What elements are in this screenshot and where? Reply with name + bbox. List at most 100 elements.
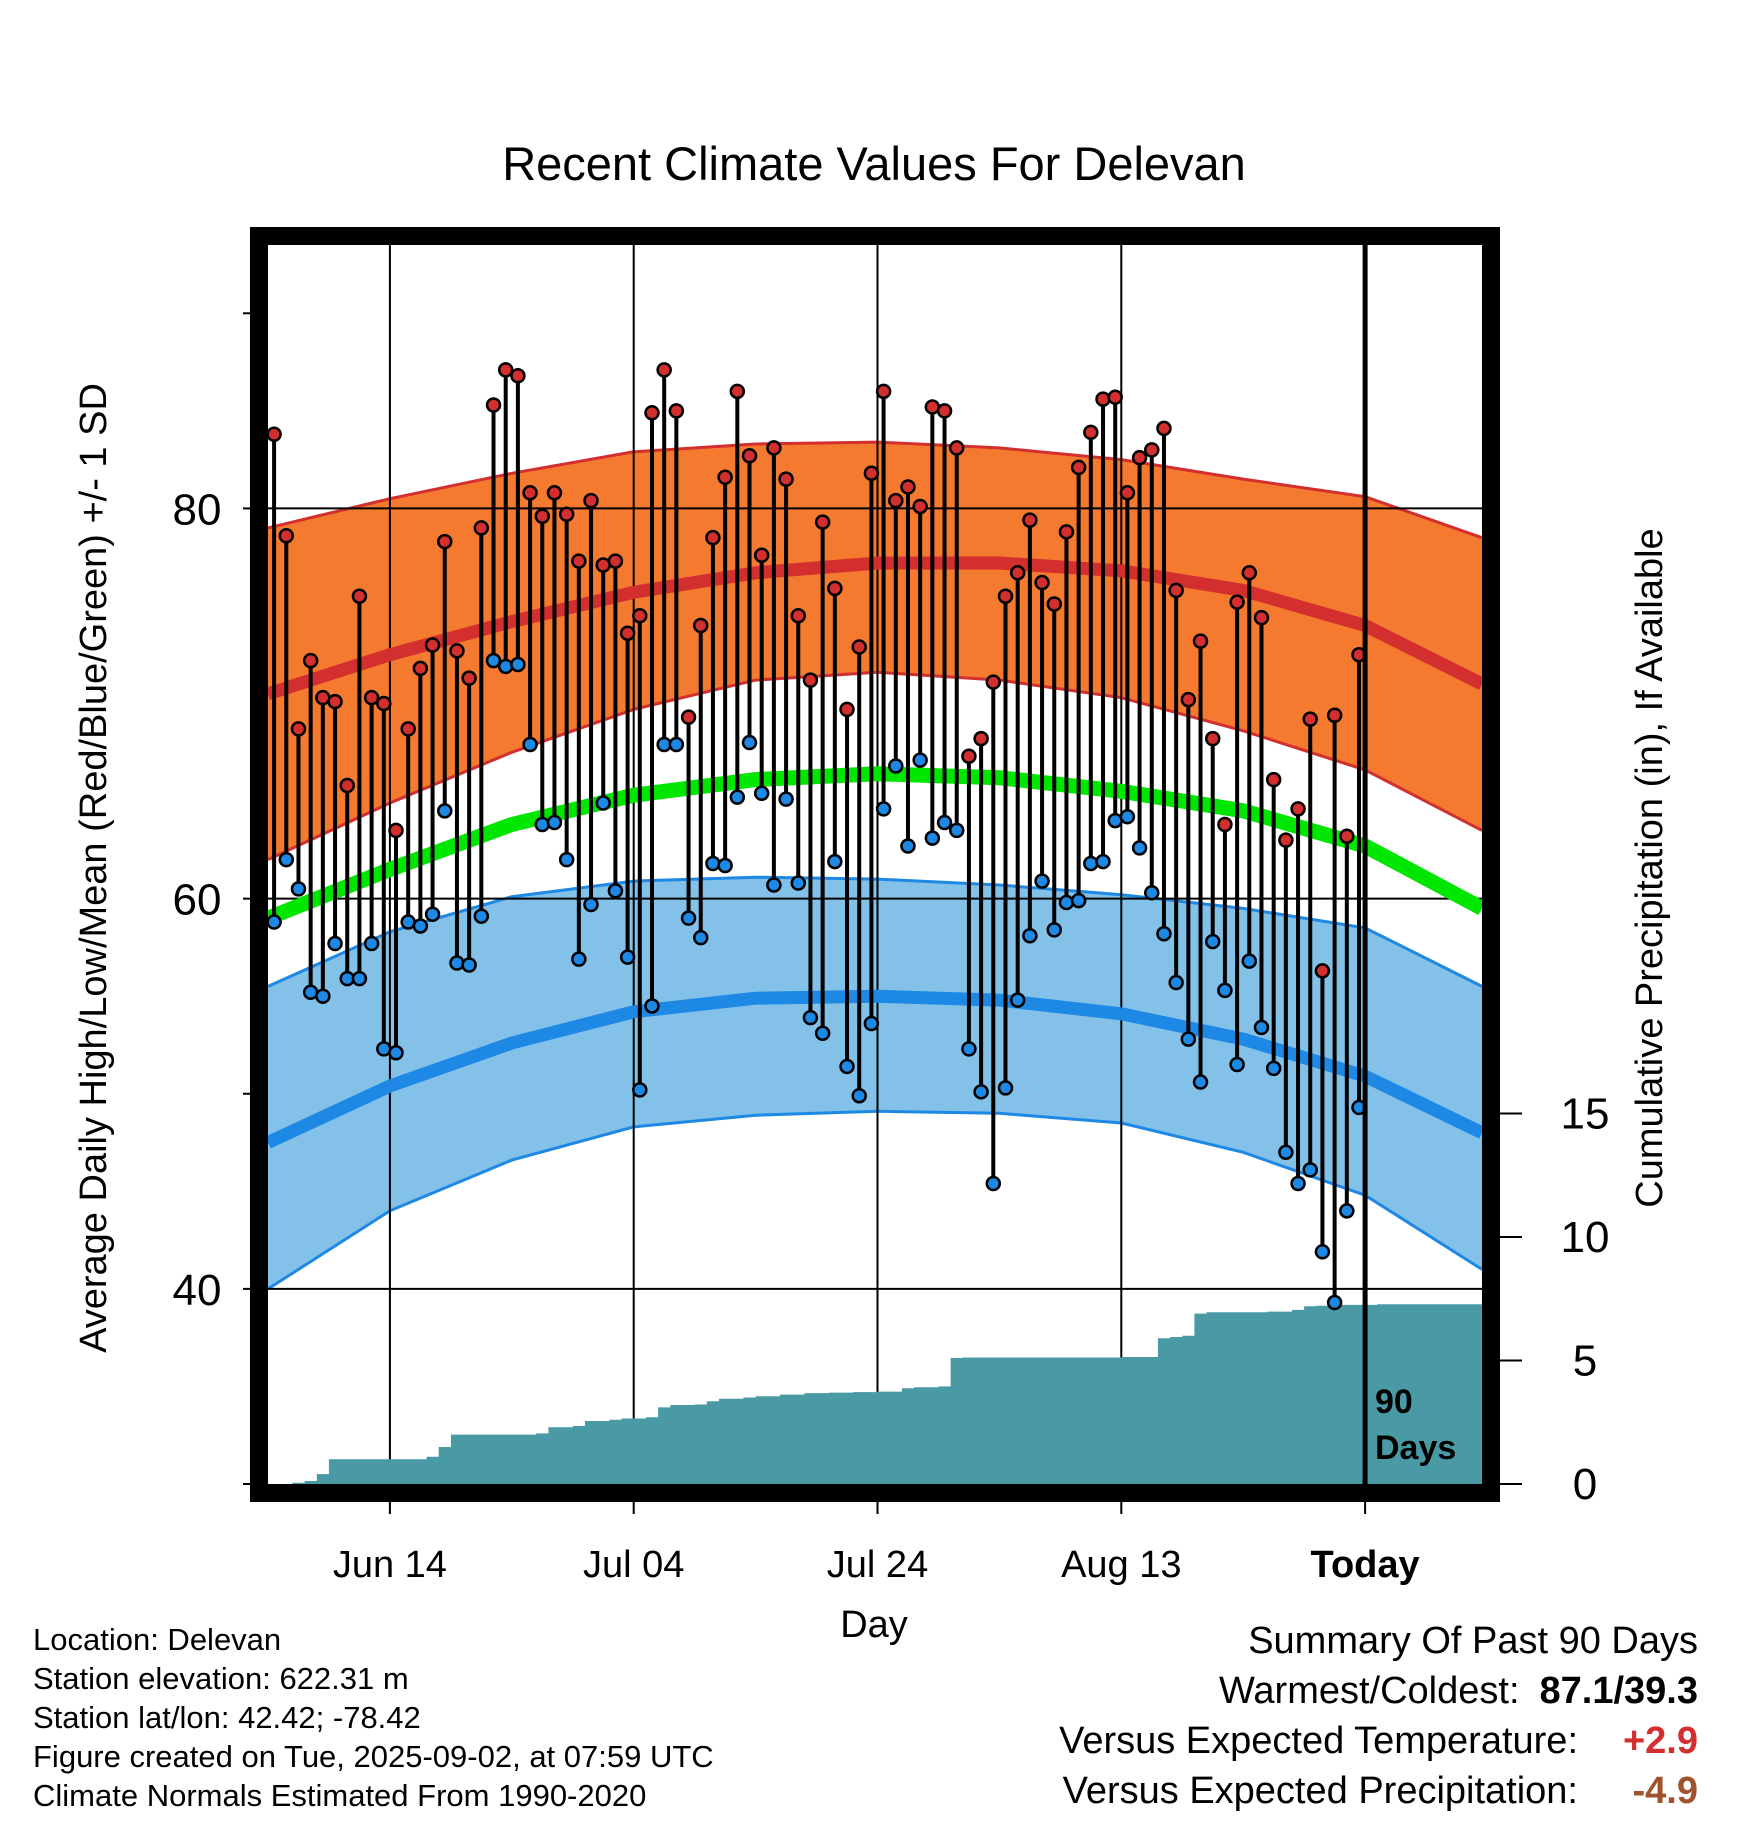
high-point [644, 405, 660, 421]
normal-low-line [265, 989, 1485, 1149]
high-point [1192, 633, 1209, 649]
low-point [729, 789, 746, 805]
low-point [1302, 1162, 1318, 1178]
low-point [1131, 840, 1148, 856]
low-point [449, 955, 465, 971]
low-point [1290, 1175, 1306, 1192]
high-point [741, 447, 758, 464]
high-point [961, 748, 977, 764]
low-point [680, 910, 697, 926]
high-point [473, 520, 490, 536]
high-point [717, 469, 733, 485]
low-point [315, 988, 331, 1004]
low-point [851, 1087, 867, 1104]
low-point [1314, 1244, 1331, 1260]
low-point [766, 877, 782, 893]
station-info: Location: Delevan Station elevation: 622… [33, 1620, 714, 1815]
daily-range-stems [272, 369, 1362, 1303]
y-axis-label: Average Daily High/Low/Mean (Red/Blue/Gr… [73, 383, 115, 1353]
low-point [705, 855, 721, 872]
high-point [278, 527, 295, 544]
precipitation-step-area [268, 1303, 1482, 1484]
high-point [985, 674, 1002, 690]
high-point [729, 383, 746, 400]
high-point [1278, 832, 1294, 848]
low-point [1119, 808, 1136, 825]
high-point [1314, 963, 1331, 979]
high-point [912, 498, 928, 515]
y2-tick-label: 15 [1561, 1090, 1610, 1139]
low-point [461, 957, 477, 973]
y2-tick-label: 0 [1573, 1460, 1597, 1509]
low-point [644, 998, 660, 1014]
precip-value: -4.9 [1632, 1770, 1698, 1812]
low-point [607, 883, 624, 899]
axes: 40 60 80 Jun 14 Jul 04 Jul 24 Aug 13 Today 0 5 10 1… [173, 312, 1610, 1586]
low-point [388, 1045, 404, 1061]
high-point [827, 580, 843, 597]
low-point [839, 1058, 855, 1075]
high-point [1229, 594, 1245, 610]
low-point [717, 857, 733, 874]
low-point [1217, 982, 1233, 999]
days-label-number: 90 [1375, 1383, 1413, 1421]
high-point [485, 397, 502, 413]
low-point [290, 881, 307, 897]
high-point [680, 709, 697, 725]
high-point [607, 553, 624, 569]
location-text: Location: Delevan [33, 1622, 282, 1657]
high-point [632, 607, 648, 624]
low-point [985, 1175, 1002, 1192]
low-point [497, 658, 514, 675]
high-point [449, 643, 465, 659]
low-point [924, 830, 941, 846]
chart-title: Recent Climate Values For Delevan [502, 137, 1246, 190]
high-point [1009, 565, 1026, 581]
warmest-coldest-value: 87.1/39.3 [1539, 1670, 1698, 1712]
high-point [1204, 730, 1221, 747]
low-point [1229, 1056, 1245, 1073]
low-point [863, 1015, 880, 1032]
low-point [571, 951, 587, 967]
low-point [936, 814, 953, 831]
high-point [424, 637, 441, 653]
low-point [900, 838, 916, 854]
low-point [1326, 1294, 1343, 1311]
low-point [583, 896, 599, 913]
low-point [888, 758, 904, 774]
low-point [741, 734, 758, 751]
high-point [790, 607, 807, 624]
high-point [1022, 512, 1038, 528]
low-point [1070, 892, 1087, 909]
y2-tick-label: 5 [1573, 1337, 1597, 1386]
low-point [1095, 853, 1111, 870]
low-point [827, 853, 843, 870]
high-point [558, 506, 575, 523]
high-point [1339, 828, 1355, 844]
high-point [1302, 711, 1318, 727]
low-point [1046, 922, 1063, 938]
low-point [948, 822, 965, 839]
x-tick-label: Aug 13 [1061, 1544, 1181, 1586]
high-point [412, 660, 429, 677]
created-text: Figure created on Tue, 2025-09-02, at 07… [33, 1739, 714, 1774]
high-point [619, 625, 636, 642]
y-tick-label: 60 [173, 876, 222, 925]
high-point [461, 670, 477, 686]
elevation-text: Station elevation: 622.31 m [33, 1661, 409, 1696]
low-point [912, 752, 928, 768]
high-point [778, 471, 794, 487]
low-point [875, 801, 892, 817]
high-point [1144, 442, 1160, 458]
high-point [705, 529, 721, 546]
high-sd-band [268, 442, 1482, 860]
low-point [1009, 992, 1026, 1008]
high-point [692, 617, 709, 634]
y2-axis-label: Cumulative Precipitation (in), If Availa… [1629, 528, 1671, 1207]
high-point [363, 689, 380, 706]
plot-border [250, 227, 1500, 1502]
high-point [1290, 801, 1306, 817]
normal-lines [265, 556, 1486, 1149]
summary-heading: Summary Of Past 90 Days [1248, 1620, 1698, 1662]
low-point [363, 935, 380, 952]
